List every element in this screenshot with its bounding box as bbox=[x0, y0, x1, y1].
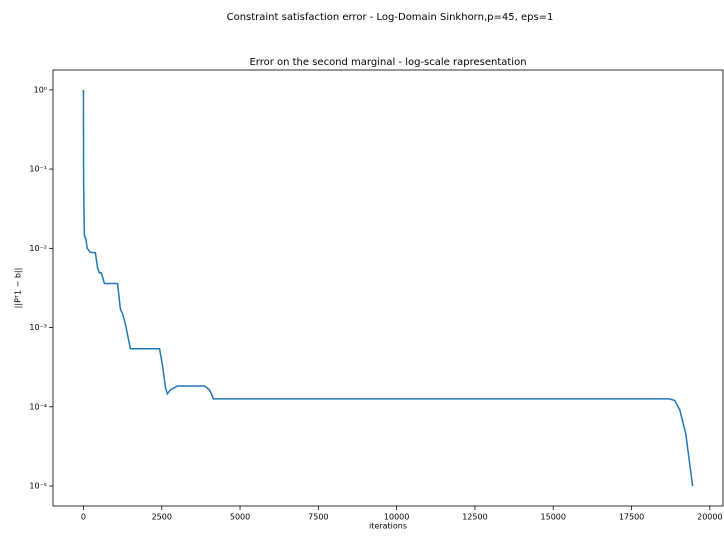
y-axis-label: ||Pᵀ1 − b|| bbox=[14, 268, 23, 309]
y-tick-label: 10⁰ bbox=[34, 85, 47, 94]
axes-frame bbox=[52, 69, 724, 507]
y-tick-label: 10⁻⁴ bbox=[29, 402, 47, 411]
y-tick-label: 10⁻³ bbox=[29, 323, 47, 332]
y-tick-label: 10⁻² bbox=[29, 244, 47, 253]
x-tick-label: 12500 bbox=[462, 513, 487, 522]
suptitle: Constraint satisfaction error - Log-Doma… bbox=[227, 12, 554, 23]
x-tick-label: 10000 bbox=[384, 513, 409, 522]
x-tick-label: 15000 bbox=[541, 513, 566, 522]
x-tick-label: 17500 bbox=[619, 513, 644, 522]
x-tick-label: 2500 bbox=[152, 513, 172, 522]
x-axis-label: iterations bbox=[369, 522, 407, 531]
x-tick-label: 20000 bbox=[697, 513, 722, 522]
chart-title: Error on the second marginal - log-scale… bbox=[249, 57, 526, 68]
line-series bbox=[82, 89, 694, 487]
x-tick-label: 0 bbox=[81, 513, 86, 522]
x-tick-label: 5000 bbox=[230, 513, 250, 522]
x-tick-label: 7500 bbox=[308, 513, 328, 522]
y-tick-label: 10⁻⁵ bbox=[29, 482, 47, 491]
y-tick-label: 10⁻¹ bbox=[29, 165, 47, 174]
